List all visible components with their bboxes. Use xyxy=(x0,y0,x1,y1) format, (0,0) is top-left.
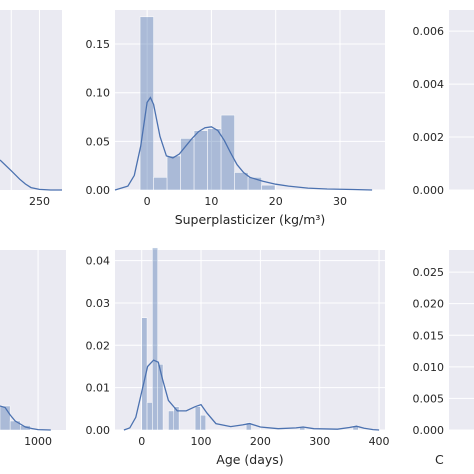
y-tick-label: 0.00 xyxy=(86,184,111,197)
y-tick-label: 0.004 xyxy=(413,78,445,91)
x-tick-label: 300 xyxy=(309,435,330,448)
plot-area xyxy=(115,10,385,190)
y-tick-label: 0.01 xyxy=(86,382,111,395)
histogram-bar xyxy=(166,155,181,191)
x-tick-label: 1000 xyxy=(24,435,52,448)
histogram-bar xyxy=(0,405,11,431)
y-tick-label: 0.15 xyxy=(86,38,111,51)
y-tick-label: 0.010 xyxy=(413,361,445,374)
x-tick-label: 100 xyxy=(191,435,212,448)
histogram-bar xyxy=(141,317,148,431)
panel-4: 1000 xyxy=(0,250,66,448)
x-tick-label: 10 xyxy=(204,195,218,208)
y-tick-label: 0.000 xyxy=(413,424,445,437)
histogram-bar xyxy=(194,406,201,431)
histogram-bar xyxy=(247,177,262,191)
y-tick-label: 0.015 xyxy=(413,329,445,342)
y-tick-label: 0.04 xyxy=(86,255,111,268)
panel-3: 0.000 0.002 0.004 0.006 xyxy=(413,10,474,197)
x-tick-label: 0 xyxy=(138,435,145,448)
x-axis-label: Superplasticizer (kg/m³) xyxy=(175,212,326,227)
histogram-bar xyxy=(173,406,180,431)
kde-curve xyxy=(0,159,62,191)
panel-1: 250 xyxy=(0,10,62,208)
panel-5: 0 100 200 300 400 0.00 0.01 0.02 0.03 0.04 Age (da… xyxy=(86,247,390,467)
histogram-bar xyxy=(9,420,21,431)
x-tick-label: 200 xyxy=(250,435,271,448)
x-tick-label: 20 xyxy=(269,195,283,208)
x-axis-label: Age (days) xyxy=(216,452,283,467)
y-tick-label: 0.025 xyxy=(413,266,445,279)
x-axis-label: C xyxy=(435,452,444,467)
kde-curve xyxy=(0,405,51,431)
x-tick-label: 0 xyxy=(144,195,151,208)
histogram-bar xyxy=(200,414,207,431)
y-tick-label: 0.03 xyxy=(86,297,111,310)
histogram-bar xyxy=(168,410,174,431)
y-tick-label: 0.00 xyxy=(86,424,111,437)
y-tick-label: 0.05 xyxy=(86,135,111,148)
y-tick-label: 0.000 xyxy=(413,184,445,197)
histogram-bar xyxy=(152,247,158,431)
y-tick-label: 0.02 xyxy=(86,339,111,352)
histogram-bar xyxy=(180,138,195,191)
histogram-bar xyxy=(157,364,164,431)
plot-area xyxy=(115,250,385,430)
y-tick-label: 0.10 xyxy=(86,87,111,100)
y-tick-label: 0.002 xyxy=(413,131,445,144)
y-tick-label: 0.006 xyxy=(413,25,445,38)
panel-2: 0 10 20 30 0.00 0.05 0.10 0.15 Superplasticizer … xyxy=(86,10,385,227)
histogram-bar xyxy=(146,402,153,431)
panel-6: 0.000 0.005 0.010 0.015 0.020 0.025 C xyxy=(413,250,474,467)
plot-area xyxy=(0,250,66,430)
histogram-bar xyxy=(207,128,222,191)
plot-area xyxy=(449,10,474,190)
histogram-bar xyxy=(193,130,208,191)
plot-area xyxy=(0,10,62,190)
x-tick-label: 250 xyxy=(29,195,50,208)
histogram-bar xyxy=(220,114,235,191)
y-tick-label: 0.020 xyxy=(413,298,445,311)
kde-curve xyxy=(123,359,380,431)
histogram-bar xyxy=(261,184,276,191)
kde-curve xyxy=(114,96,373,191)
histogram-bar xyxy=(153,177,168,191)
plot-area xyxy=(449,250,474,430)
histogram-bar xyxy=(245,422,252,431)
y-tick-label: 0.005 xyxy=(413,392,445,405)
x-tick-label: 400 xyxy=(369,435,390,448)
x-tick-label: 30 xyxy=(333,195,347,208)
